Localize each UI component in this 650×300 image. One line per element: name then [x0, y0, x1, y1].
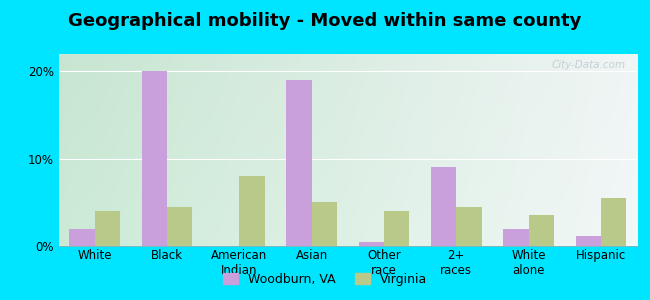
Bar — [601, 198, 626, 246]
Bar — [431, 167, 456, 246]
Legend: Woodburn, VA, Virginia: Woodburn, VA, Virginia — [218, 268, 432, 291]
Bar — [359, 242, 384, 246]
Bar — [70, 229, 95, 246]
Bar — [95, 211, 120, 246]
Bar — [528, 215, 554, 246]
Bar — [575, 236, 601, 246]
Bar — [503, 229, 528, 246]
Bar — [384, 211, 410, 246]
Bar — [311, 202, 337, 246]
Bar — [142, 71, 167, 246]
Bar — [286, 80, 311, 246]
Text: Geographical mobility - Moved within same county: Geographical mobility - Moved within sam… — [68, 12, 582, 30]
Bar — [167, 207, 192, 246]
Bar — [456, 207, 482, 246]
Text: City-Data.com: City-Data.com — [551, 60, 625, 70]
Bar — [239, 176, 265, 246]
